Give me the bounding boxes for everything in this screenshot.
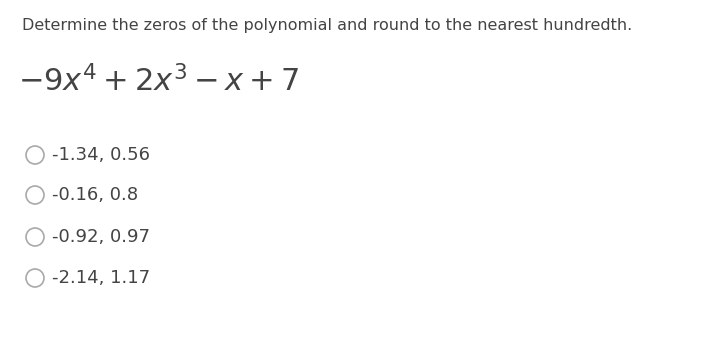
Text: -1.34, 0.56: -1.34, 0.56 — [52, 146, 150, 164]
Text: Determine the zeros of the polynomial and round to the nearest hundredth.: Determine the zeros of the polynomial an… — [22, 18, 632, 33]
Text: -2.14, 1.17: -2.14, 1.17 — [52, 269, 150, 287]
Text: -0.92, 0.97: -0.92, 0.97 — [52, 228, 150, 246]
Text: -0.16, 0.8: -0.16, 0.8 — [52, 186, 138, 204]
Text: $-9x^4 + 2x^3 - x + 7$: $-9x^4 + 2x^3 - x + 7$ — [18, 65, 299, 98]
